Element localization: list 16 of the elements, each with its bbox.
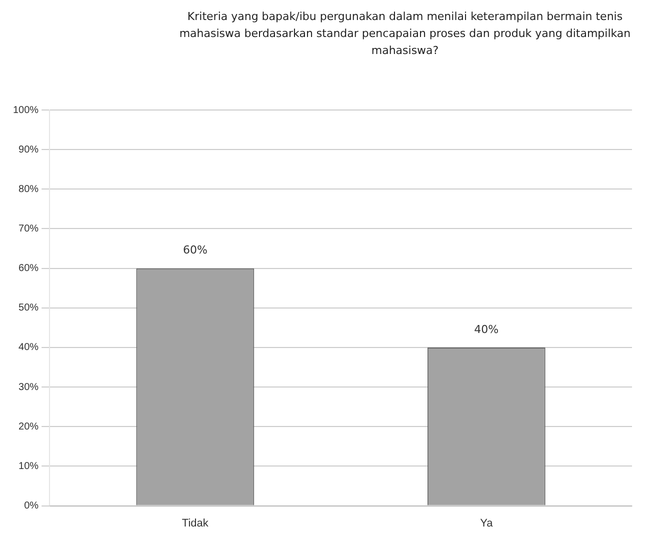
- y-tick-label: 90%: [18, 144, 39, 156]
- y-tick-label: 50%: [18, 302, 39, 314]
- x-tick-label: Ya: [480, 517, 494, 530]
- chart-title: Kriteria yang bapak/ibu pergunakan dalam menilai keterampilan bermain tenis mahasiswa berdasarkan standar pencapaian proses dan produk yang ditampilkan mahasiswa?: [178, 9, 632, 59]
- data-label: 60%: [182, 244, 208, 257]
- data-label: 40%: [474, 322, 499, 336]
- y-tick-label: 60%: [18, 263, 39, 274]
- y-tick-label: 40%: [18, 342, 39, 354]
- y-tick-label: 30%: [18, 382, 39, 393]
- y-tick-label: 70%: [18, 223, 39, 234]
- x-tick-label: Tidak: [182, 517, 209, 530]
- y-tick-label: 100%: [13, 104, 39, 116]
- y-tick-label: 0%: [24, 500, 39, 512]
- y-tick-label: 10%: [18, 460, 39, 472]
- y-tick-label: 80%: [18, 184, 39, 195]
- y-tick-label: 20%: [18, 421, 39, 432]
